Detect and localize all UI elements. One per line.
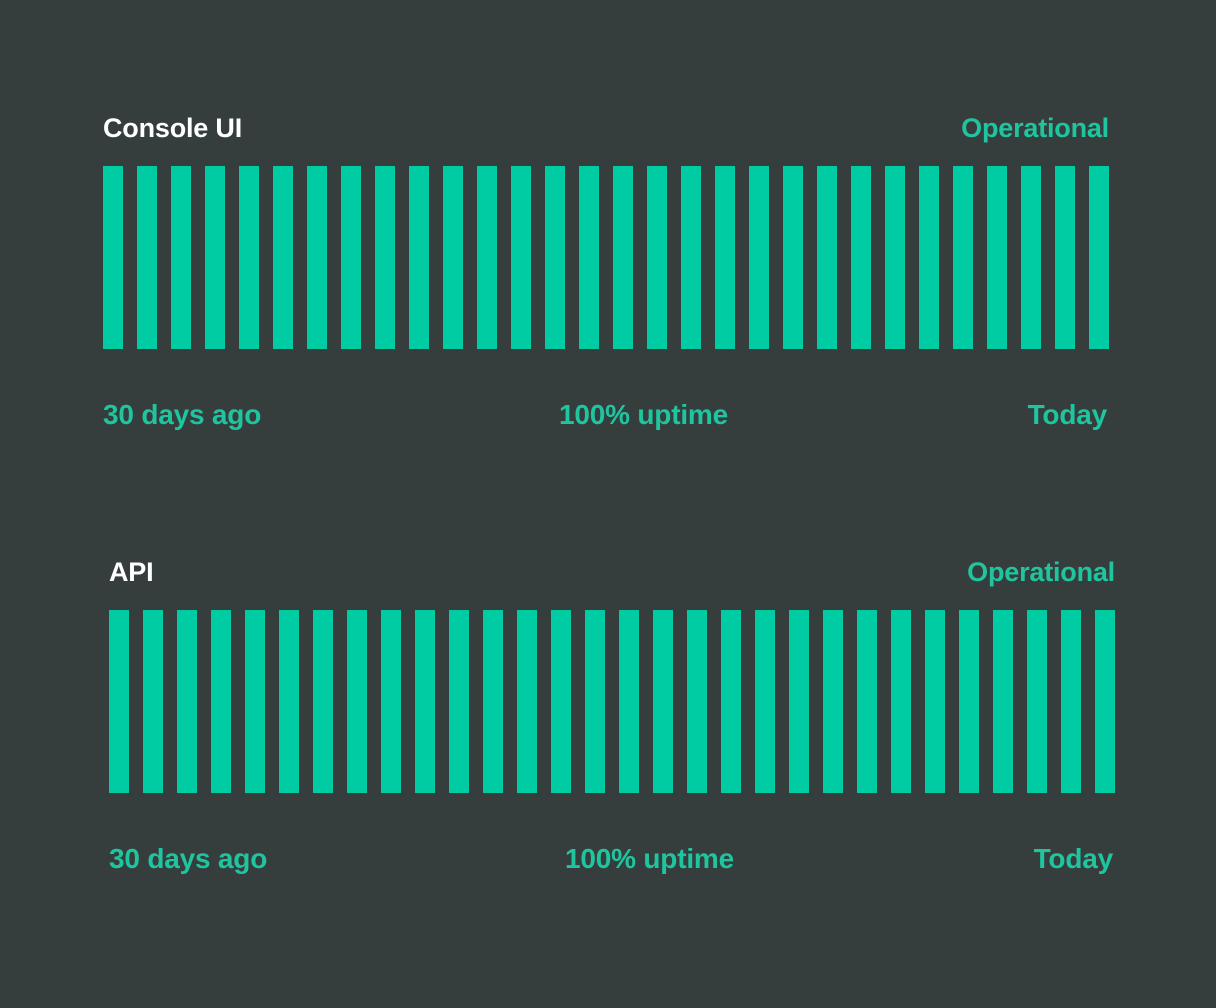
uptime-bar-day-26[interactable] — [953, 166, 973, 349]
uptime-bar-day-28[interactable] — [1027, 610, 1047, 793]
uptime-bar-day-7[interactable] — [313, 610, 333, 793]
uptime-bar-day-5[interactable] — [239, 166, 259, 349]
service-header: Console UI Operational — [103, 110, 1109, 150]
uptime-bar-day-21[interactable] — [783, 166, 803, 349]
uptime-bar-day-7[interactable] — [307, 166, 327, 349]
status-badge: Operational — [961, 113, 1109, 143]
status-badge: Operational — [967, 557, 1115, 587]
uptime-bar-day-17[interactable] — [647, 166, 667, 349]
uptime-bar-day-3[interactable] — [171, 166, 191, 349]
uptime-bar-day-6[interactable] — [273, 166, 293, 349]
uptime-bar-day-30[interactable] — [1089, 166, 1109, 349]
uptime-bar-day-29[interactable] — [1061, 610, 1081, 793]
uptime-bar-day-2[interactable] — [143, 610, 163, 793]
range-end-label: Today — [1033, 843, 1114, 874]
uptime-bar-day-9[interactable] — [375, 166, 395, 349]
uptime-label: 100% uptime — [559, 399, 728, 430]
uptime-bar-day-19[interactable] — [715, 166, 735, 349]
uptime-bar-day-16[interactable] — [619, 610, 639, 793]
uptime-bar-day-10[interactable] — [415, 610, 435, 793]
uptime-bar-day-5[interactable] — [245, 610, 265, 793]
service-name: API — [109, 557, 154, 587]
uptime-bar-day-18[interactable] — [681, 166, 701, 349]
uptime-bar-day-11[interactable] — [449, 610, 469, 793]
uptime-bar-day-20[interactable] — [749, 166, 769, 349]
uptime-bar-day-14[interactable] — [545, 166, 565, 349]
uptime-bar-day-22[interactable] — [823, 610, 843, 793]
range-start-label: 30 days ago — [103, 399, 262, 430]
uptime-bar-day-29[interactable] — [1055, 166, 1075, 349]
uptime-bar-day-2[interactable] — [137, 166, 157, 349]
uptime-bar-day-13[interactable] — [511, 166, 531, 349]
uptime-bar-day-4[interactable] — [211, 610, 231, 793]
uptime-bars — [109, 610, 1115, 793]
uptime-bar-day-4[interactable] — [205, 166, 225, 349]
uptime-bar-day-15[interactable] — [579, 166, 599, 349]
uptime-bar-day-11[interactable] — [443, 166, 463, 349]
uptime-bar-day-8[interactable] — [341, 166, 361, 349]
uptime-bar-day-17[interactable] — [653, 610, 673, 793]
uptime-bar-day-8[interactable] — [347, 610, 367, 793]
uptime-bar-day-28[interactable] — [1021, 166, 1041, 349]
uptime-bar-day-23[interactable] — [851, 166, 871, 349]
uptime-bar-day-25[interactable] — [919, 166, 939, 349]
uptime-bar-day-1[interactable] — [109, 610, 129, 793]
uptime-bar-day-6[interactable] — [279, 610, 299, 793]
uptime-footer: 30 days ago 100% uptime Today — [109, 839, 1115, 879]
uptime-bar-day-19[interactable] — [721, 610, 741, 793]
uptime-bars — [103, 166, 1109, 349]
uptime-bar-day-30[interactable] — [1095, 610, 1115, 793]
uptime-bar-day-23[interactable] — [857, 610, 877, 793]
uptime-bar-day-3[interactable] — [177, 610, 197, 793]
uptime-bar-day-21[interactable] — [789, 610, 809, 793]
uptime-bar-day-9[interactable] — [381, 610, 401, 793]
uptime-bar-day-24[interactable] — [891, 610, 911, 793]
uptime-bar-day-25[interactable] — [925, 610, 945, 793]
uptime-bar-day-24[interactable] — [885, 166, 905, 349]
uptime-bar-day-27[interactable] — [987, 166, 1007, 349]
uptime-bar-day-12[interactable] — [477, 166, 497, 349]
range-end-label: Today — [1027, 399, 1108, 430]
uptime-bar-day-14[interactable] — [551, 610, 571, 793]
uptime-bar-day-12[interactable] — [483, 610, 503, 793]
uptime-bar-day-1[interactable] — [103, 166, 123, 349]
uptime-label: 100% uptime — [565, 843, 734, 874]
uptime-bar-day-20[interactable] — [755, 610, 775, 793]
service-header: API Operational — [109, 554, 1115, 594]
uptime-bar-day-22[interactable] — [817, 166, 837, 349]
uptime-bar-day-26[interactable] — [959, 610, 979, 793]
uptime-bar-day-13[interactable] — [517, 610, 537, 793]
uptime-bar-day-15[interactable] — [585, 610, 605, 793]
uptime-bar-day-27[interactable] — [993, 610, 1013, 793]
uptime-bar-day-16[interactable] — [613, 166, 633, 349]
range-start-label: 30 days ago — [109, 843, 268, 874]
uptime-bar-day-10[interactable] — [409, 166, 429, 349]
service-name: Console UI — [103, 113, 243, 143]
uptime-footer: 30 days ago 100% uptime Today — [103, 395, 1109, 435]
uptime-bar-day-18[interactable] — [687, 610, 707, 793]
